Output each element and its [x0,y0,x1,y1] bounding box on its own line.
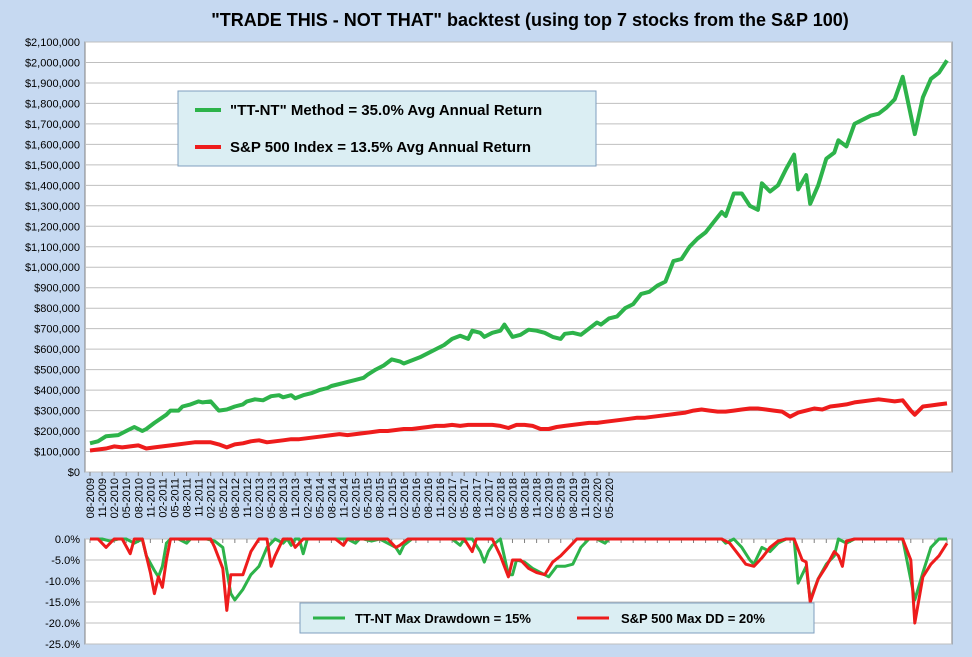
main-x-tick-label: 05-2016 [411,478,423,518]
main-x-axis-ticks: 08-2009 11-2009 02-2010 05-2010 08-2010 11-20… [85,478,616,518]
main-y-tick-label: $400,000 [34,385,80,397]
main-x-tick-label: 08-2019 [568,478,580,518]
main-x-tick-label: 08-2010 [133,478,145,518]
main-x-tick-label: 02-2015 [351,478,363,518]
main-x-tick-label: 05-2015 [363,478,375,518]
main-legend: "TT-NT" Method = 35.0% Avg Annual Return… [177,90,597,167]
main-x-tick-label: 08-2013 [278,478,290,518]
main-y-tick-label: $0 [68,467,80,479]
main-x-tick-label: 05-2013 [266,478,278,518]
drawdown-y-tick-label: -15.0% [45,597,80,609]
main-x-tick-label: 02-2018 [495,478,507,518]
drawdown-series-lines [90,537,949,625]
main-y-tick-label: $800,000 [34,303,80,315]
main-x-tick-label: 11-2019 [580,478,592,518]
drawdown-legend: TT-NT Max Drawdown = 15% S&P 500 Max DD … [299,602,815,634]
main-y-tick-label: $2,000,000 [25,57,80,69]
dd-legend-label-tt-nt: TT-NT Max Drawdown = 15% [355,611,531,626]
main-y-tick-label: $200,000 [34,426,80,438]
main-x-tick-label: 02-2014 [302,478,314,518]
main-x-tick-label: 08-2016 [423,478,435,518]
main-x-tick-label: 11-2012 [242,478,254,518]
series-line-sp500 [89,397,948,453]
main-series-lines [89,59,949,453]
main-x-tick-label: 02-2019 [544,478,556,518]
main-x-tick-label: 11-2013 [290,478,302,518]
main-y-tick-label: $1,000,000 [25,262,80,274]
main-x-tick-label: 11-2016 [435,478,447,518]
main-x-tick-label: 11-2018 [532,478,544,518]
main-x-tick-label: 08-2014 [326,478,338,518]
series-line-tt-nt [89,59,949,446]
main-x-tick-label: 08-2012 [230,478,242,518]
main-y-tick-label: $600,000 [34,344,80,356]
main-x-tick-label: 11-2017 [483,478,495,518]
main-y-tick-label: $1,900,000 [25,78,80,90]
main-x-tick-label: 05-2010 [121,478,133,518]
main-y-tick-label: $1,500,000 [25,160,80,172]
main-x-tick-label: 05-2018 [507,478,519,518]
main-x-tick-label: 02-2013 [254,478,266,518]
main-x-tick-label: 11-2010 [145,478,157,518]
main-x-tick-label: 05-2012 [218,478,230,518]
main-x-tick-label: 02-2011 [157,478,169,518]
main-y-tick-label: $1,800,000 [25,98,80,110]
drawdown-y-tick-label: -25.0% [45,639,80,651]
main-y-tick-label: $500,000 [34,365,80,377]
main-y-tick-label: $700,000 [34,324,80,336]
main-x-tick-label: 08-2018 [520,478,532,518]
main-x-tick-label: 02-2017 [447,478,459,518]
main-y-tick-label: $1,400,000 [25,180,80,192]
dd-legend-label-sp500: S&P 500 Max DD = 20% [621,611,765,626]
drawdown-line-sp500 [90,537,949,625]
main-x-tick-label: 02-2010 [109,478,121,518]
legend-label-tt-nt: "TT-NT" Method = 35.0% Avg Annual Return [230,102,542,119]
main-x-tick-label: 11-2014 [338,478,350,518]
main-x-tick-label: 02-2012 [206,478,218,518]
main-x-tick-label: 11-2011 [194,478,206,517]
main-x-tick-label: 08-2015 [375,478,387,518]
main-y-tick-label: $2,100,000 [25,37,80,49]
main-y-tick-label: $900,000 [34,283,80,295]
main-y-tick-label: $100,000 [34,447,80,459]
main-x-tick-label: 05-2011 [169,478,181,518]
main-x-tick-label: 08-2009 [85,478,97,518]
drawdown-y-tick-label: -5.0% [51,555,80,567]
main-x-tick-label: 11-2009 [97,478,109,518]
drawdown-y-tick-label: -10.0% [45,576,80,588]
main-y-tick-label: $1,700,000 [25,119,80,131]
main-y-tick-label: $1,200,000 [25,221,80,233]
drawdown-y-tick-label: 0.0% [55,534,80,546]
main-y-tick-label: $1,600,000 [25,139,80,151]
main-y-tick-label: $1,100,000 [25,242,80,254]
main-x-tick-label: 08-2011 [182,478,194,518]
main-y-tick-label: $300,000 [34,406,80,418]
main-x-tick-label: 02-2016 [399,478,411,518]
main-y-axis-ticks: $0 $100,000 $200,000 $300,000 $400,000 $500,0… [25,37,80,479]
main-x-tick-label: 05-2017 [459,478,471,518]
main-x-tick-label: 05-2020 [604,478,616,518]
main-x-tick-label: 05-2014 [314,478,326,518]
drawdown-y-tick-label: -20.0% [45,618,80,630]
main-x-tick-label: 02-2020 [592,478,604,518]
legend-label-sp500: S&P 500 Index = 13.5% Avg Annual Return [230,139,531,156]
main-x-tick-label: 08-2017 [471,478,483,518]
chart-title: "TRADE THIS - NOT THAT" backtest (using … [211,10,849,30]
main-y-tick-label: $1,300,000 [25,201,80,213]
main-x-tick-label: 11-2015 [387,478,399,518]
drawdown-y-axis-ticks: 0.0% -5.0% -10.0% -15.0% -20.0% -25.0% [45,534,80,651]
main-x-tick-label: 05-2019 [556,478,568,518]
